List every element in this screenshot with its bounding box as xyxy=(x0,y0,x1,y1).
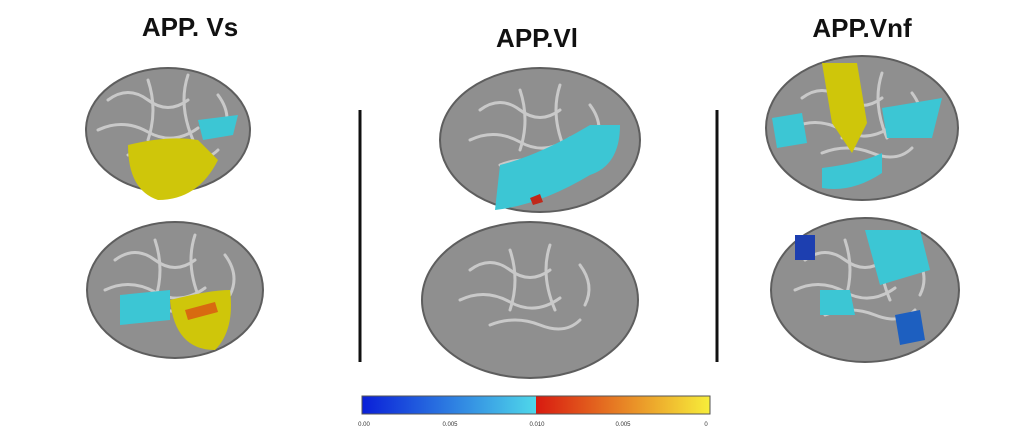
brain-bottom xyxy=(422,222,638,378)
colorbar-label: 0 xyxy=(704,422,708,428)
colorbar xyxy=(362,396,710,414)
panel-title: APP.Vnf xyxy=(812,13,912,43)
brain-top xyxy=(766,56,958,200)
brain-top xyxy=(440,68,640,212)
figure: APP. Vs APP.Vl APP.Vnf xyxy=(0,0,1009,430)
panel-title: APP.Vl xyxy=(496,23,578,53)
colorbar-label: 0.005 xyxy=(615,422,631,428)
colorbar-label: 0.005 xyxy=(442,422,458,428)
panel-title: APP. Vs xyxy=(142,12,238,42)
brain-bottom xyxy=(771,218,959,362)
colorbar-label: 0.010 xyxy=(529,422,545,428)
brain-bottom xyxy=(87,222,263,358)
colorbar-label: 0.00 xyxy=(358,422,370,428)
brain-top xyxy=(86,68,250,200)
